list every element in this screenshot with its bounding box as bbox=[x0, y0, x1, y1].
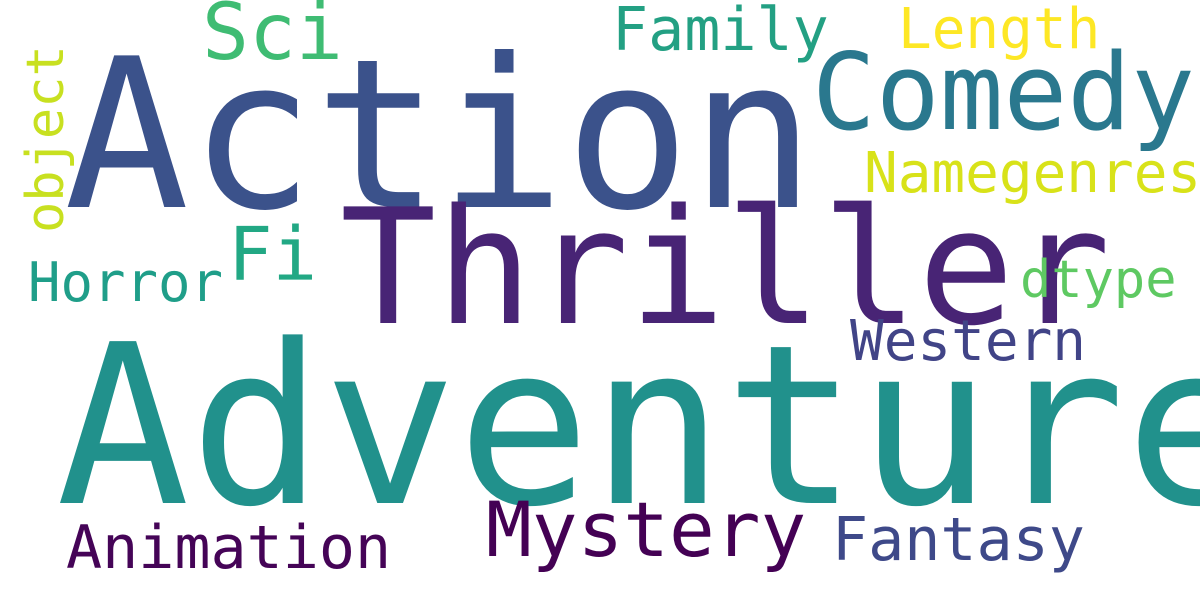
word-sci: Sci bbox=[202, 0, 343, 78]
word-western: Western bbox=[850, 309, 1087, 374]
word-action: Action bbox=[64, 15, 816, 257]
word-namegenres: Namegenres bbox=[864, 141, 1200, 206]
word-length: Length bbox=[898, 0, 1101, 62]
word-thriller: Thriller bbox=[340, 174, 1111, 361]
word-fantasy: Fantasy bbox=[832, 505, 1085, 575]
word-adventure: Adventure bbox=[56, 298, 1200, 556]
word-object: object bbox=[16, 45, 76, 233]
word-dtype: dtype bbox=[1020, 250, 1177, 310]
word-mystery: Mystery bbox=[486, 485, 807, 574]
word-comedy: Comedy bbox=[812, 31, 1195, 154]
word-animation: Animation bbox=[66, 513, 392, 583]
word-family: Family bbox=[612, 0, 829, 65]
word-horror: Horror bbox=[28, 251, 224, 314]
word-fi: Fi bbox=[228, 212, 318, 298]
